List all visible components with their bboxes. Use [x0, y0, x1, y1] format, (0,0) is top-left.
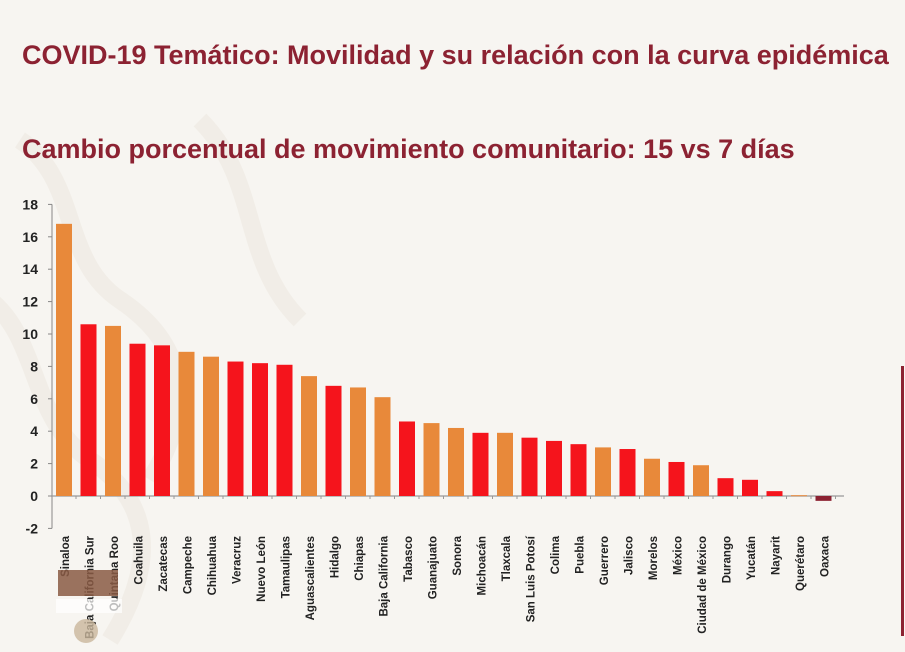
y-tick-label: 10	[22, 326, 38, 342]
x-tick-label: México	[673, 536, 685, 575]
x-tick-label: Sinaloa	[60, 535, 72, 577]
x-tick-label: Zacatecas	[158, 536, 170, 592]
x-tick-label: Veracruz	[232, 536, 244, 584]
bar-ciudad-de-méxico	[693, 465, 709, 496]
bar-michoacán	[472, 432, 489, 496]
bar-chiapas	[350, 387, 366, 496]
bar-san-luis-potosí	[521, 437, 538, 496]
bar-campeche	[178, 351, 195, 496]
y-tick-label: 6	[30, 391, 38, 407]
bar-tlaxcala	[497, 432, 513, 496]
bar-coahuila	[129, 343, 146, 496]
bar-nayarit	[766, 491, 783, 496]
x-tick-label: Guanajuato	[428, 536, 440, 599]
bar-veracruz	[227, 361, 244, 496]
bar-querétaro	[791, 495, 807, 497]
bar-jalisco	[619, 449, 636, 496]
x-tick-label: Chiapas	[354, 536, 366, 581]
side-divider	[901, 366, 904, 636]
bar-guanajuato	[423, 423, 440, 496]
x-tick-label: Colima	[550, 535, 562, 574]
bar-guerrero	[595, 447, 611, 496]
bar-quintana-roo	[105, 325, 121, 496]
x-tick-label: Jalisco	[624, 536, 636, 575]
bar-puebla	[570, 444, 587, 496]
government-logo	[56, 570, 122, 643]
y-tick-label: 8	[30, 358, 38, 374]
y-tick-label: 16	[22, 229, 38, 245]
y-tick-label: 14	[22, 261, 38, 277]
bar-tamaulipas	[276, 364, 293, 496]
bar-sonora	[448, 427, 464, 496]
x-tick-label: Nayarit	[771, 536, 783, 575]
page-title: COVID-19 Temático: Movilidad y su relaci…	[22, 40, 889, 70]
x-tick-label: Aguascalientes	[305, 536, 317, 620]
x-tick-label: Puebla	[575, 535, 587, 573]
bar-chihuahua	[203, 356, 219, 496]
x-tick-label: Tamaulipas	[281, 536, 293, 598]
x-tick-label: Chihuahua	[207, 535, 219, 595]
x-tick-label: Tabasco	[403, 536, 415, 582]
bar-baja-california	[374, 397, 391, 496]
bar-méxico	[668, 461, 685, 496]
x-tick-label: Sonora	[452, 535, 464, 575]
bar-durango	[717, 478, 734, 496]
x-tick-label: Michoacán	[477, 536, 489, 595]
x-tick-label: Durango	[722, 536, 734, 583]
bar-nuevo-león	[252, 363, 268, 496]
bar-baja-california-sur	[80, 324, 97, 496]
x-tick-label: Campeche	[183, 536, 195, 594]
x-tick-label: Nuevo León	[256, 536, 268, 602]
x-tick-label: Baja California	[379, 535, 391, 616]
x-tick-label: Hidalgo	[330, 536, 342, 578]
bar-hidalgo	[325, 385, 342, 496]
y-tick-label: 2	[30, 456, 38, 472]
x-tick-label: Ciudad de México	[697, 536, 709, 634]
bar-zacatecas	[154, 345, 170, 496]
bar-morelos	[644, 458, 660, 496]
bar-yucatán	[742, 479, 758, 496]
bar-colima	[546, 440, 562, 496]
y-tick-label: 12	[22, 294, 38, 310]
bar-tabasco	[399, 421, 415, 496]
x-tick-label: Coahuila	[134, 535, 146, 584]
bar-chart: -2024681012141618SinaloaBaja California …	[22, 196, 844, 639]
y-tick-label: 0	[30, 488, 38, 504]
x-tick-label: Oaxaca	[820, 535, 832, 577]
x-tick-label: Querétaro	[795, 536, 807, 591]
bar-sinaloa	[56, 223, 72, 496]
x-tick-label: Yucatán	[746, 536, 758, 580]
y-tick-label: 18	[22, 196, 38, 212]
x-tick-label: Morelos	[648, 536, 660, 580]
chart-title: Cambio porcentual de movimiento comunita…	[22, 134, 795, 164]
x-tick-label: Tlaxcala	[501, 535, 513, 581]
bar-aguascalientes	[301, 376, 317, 496]
bar-oaxaca	[815, 496, 832, 501]
y-tick-label: -2	[26, 520, 39, 536]
x-tick-label: San Luis Potosí	[526, 535, 538, 622]
x-tick-label: Guerrero	[599, 536, 611, 585]
y-tick-label: 4	[30, 423, 38, 439]
